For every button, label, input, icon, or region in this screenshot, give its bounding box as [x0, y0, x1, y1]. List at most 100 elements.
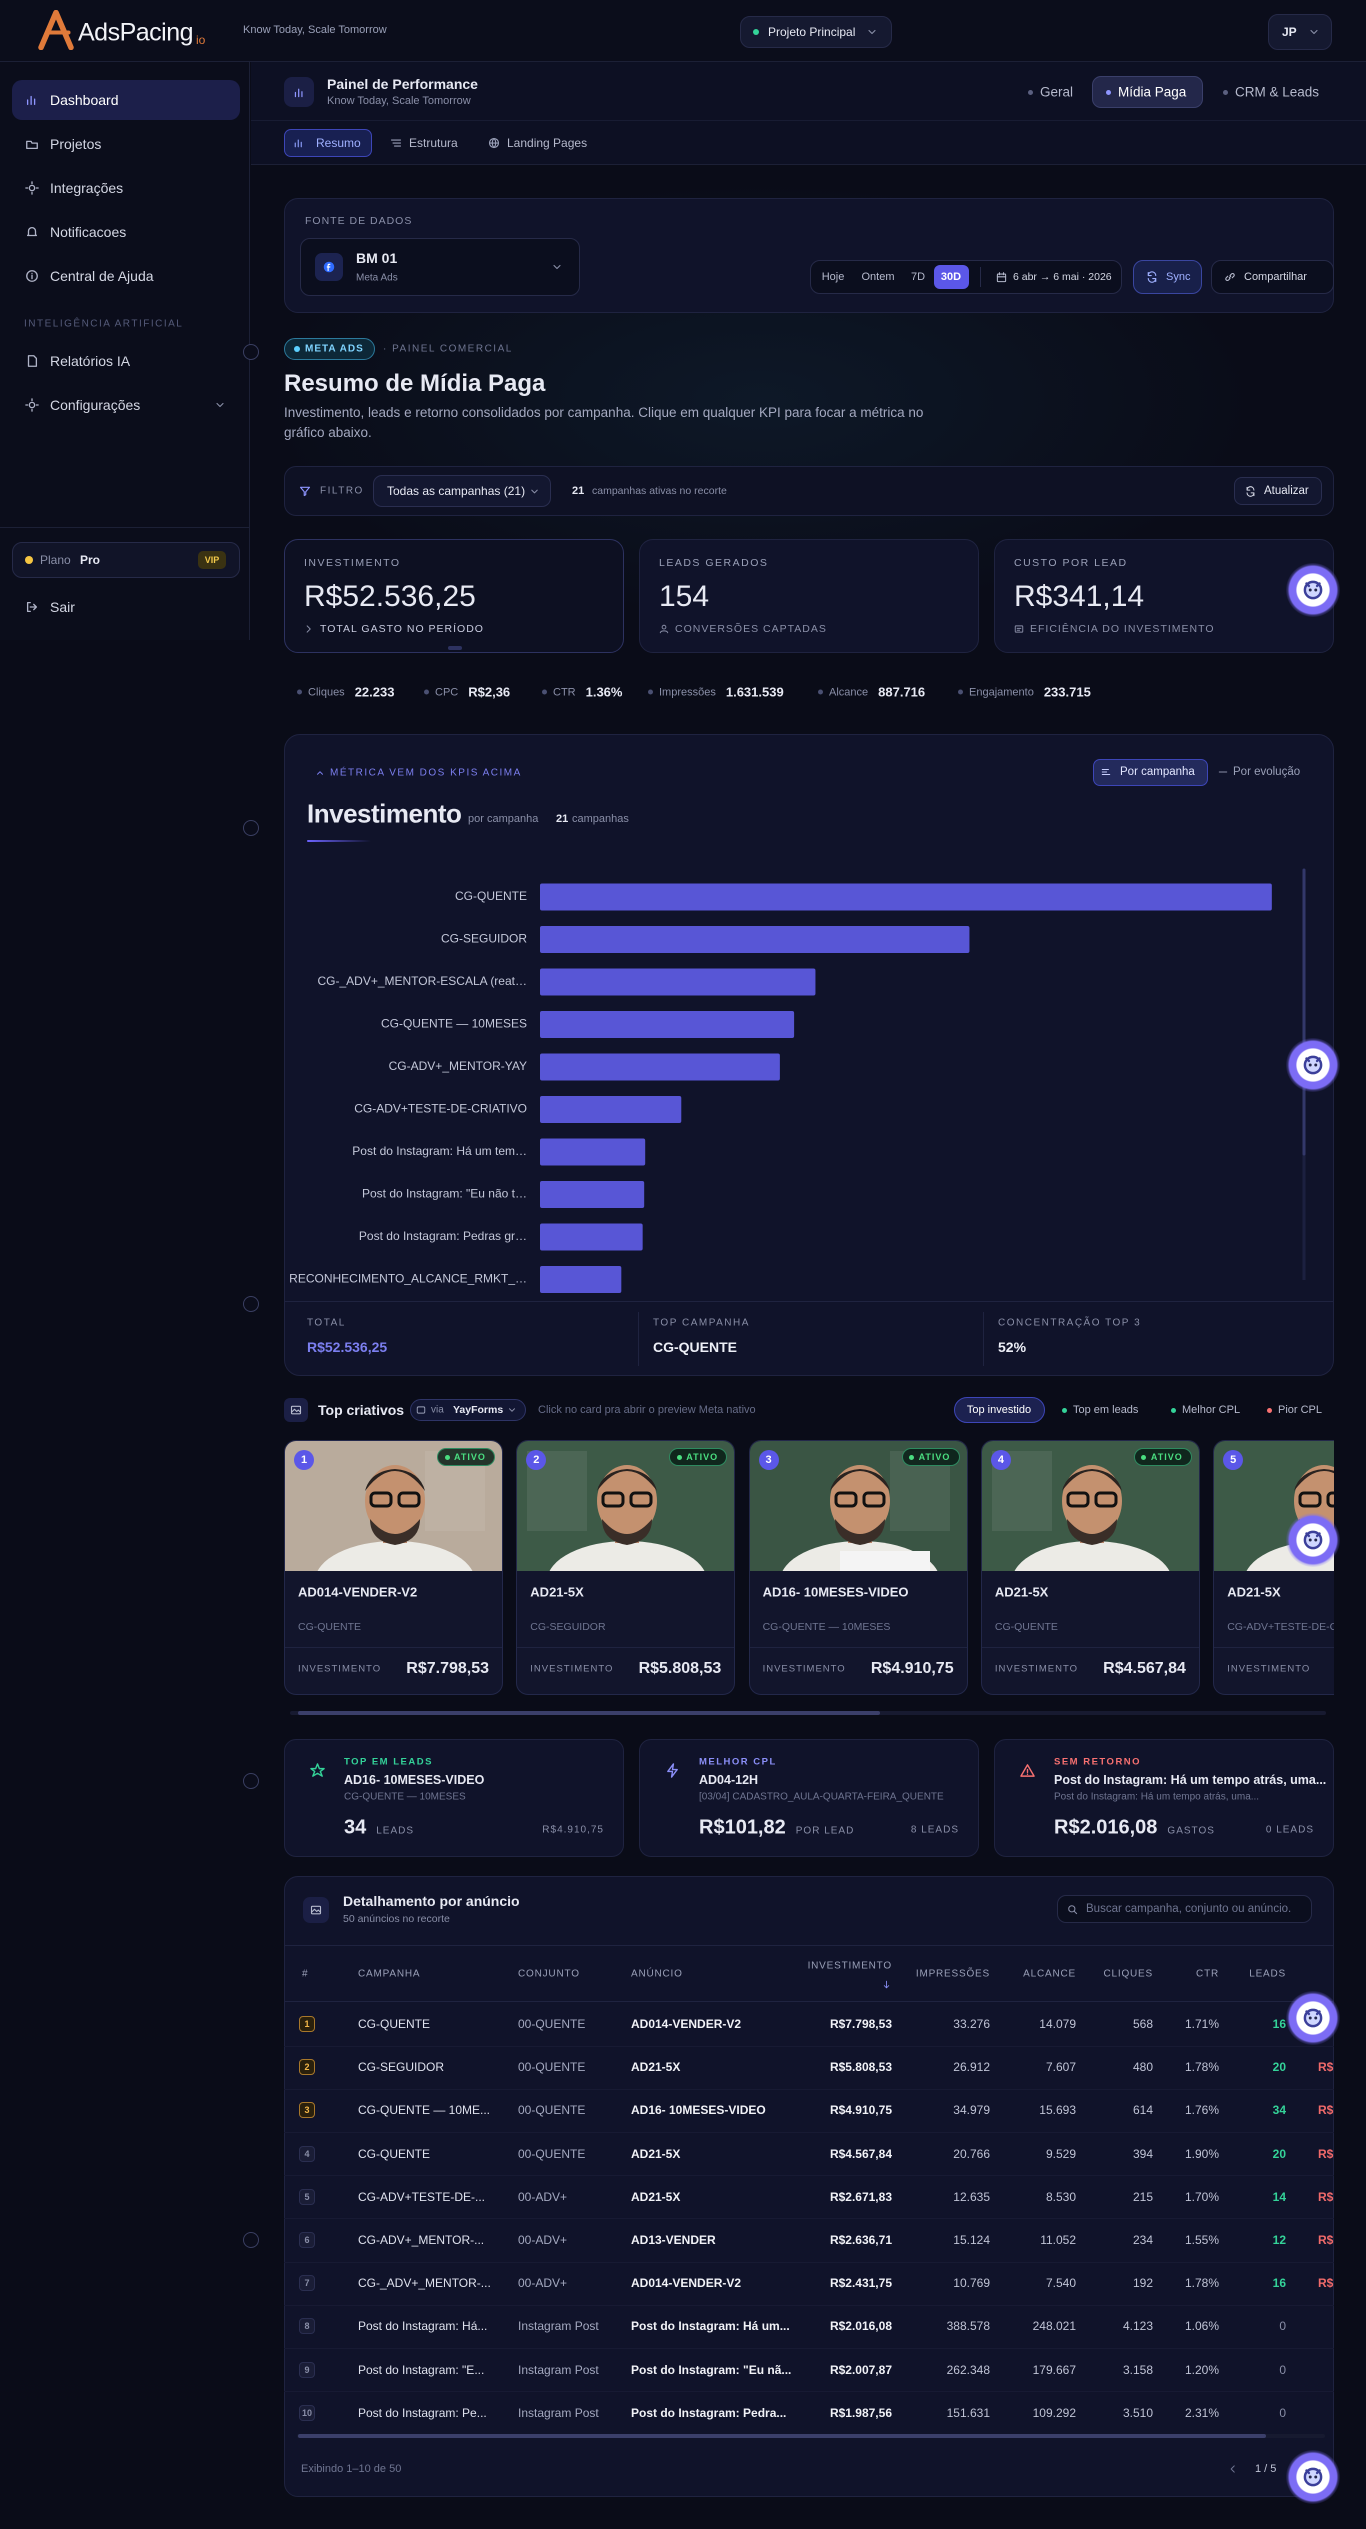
nav-item[interactable]: Integrações	[50, 180, 124, 196]
subtab[interactable]: Estrutura	[409, 136, 458, 150]
filter-label: FILTRO	[320, 485, 364, 497]
period-option[interactable]: 7D	[910, 271, 926, 283]
row-divider	[284, 2348, 1334, 2349]
table-cell: R$4.910,75	[829, 2103, 892, 2118]
creative-filter[interactable]: Top em leads	[1073, 1404, 1139, 1416]
icon	[553, 264, 561, 270]
source-via: via	[431, 1404, 444, 1416]
creative-status: ATIVO	[686, 1452, 719, 1462]
campaign-select[interactable]	[373, 475, 551, 507]
nav-item[interactable]: Projetos	[50, 136, 102, 152]
category-label: CG-SEGUIDOR	[441, 932, 527, 946]
tab[interactable]: Geral	[1040, 84, 1074, 100]
plan-badge-bg	[198, 551, 226, 569]
creative-filter[interactable]: Top investido	[966, 1404, 1032, 1416]
date-range[interactable]: 6 abr → 6 mai · 2026	[1013, 271, 1112, 283]
user-menu[interactable]	[1268, 14, 1332, 50]
creative-name: AD014-VENDER-V2	[298, 1584, 418, 1600]
metric-item: Alcance 887.716	[818, 685, 925, 700]
nav-item[interactable]: Relatórios IA	[50, 353, 131, 369]
metric-item: CTR 1.36%	[542, 685, 622, 700]
highlight-card[interactable]	[994, 1739, 1334, 1857]
toggle-active[interactable]	[1093, 759, 1208, 786]
chart-footer-label: TOP CAMPANHA	[653, 1317, 750, 1329]
icon	[416, 1406, 426, 1414]
chart-footer-divider	[285, 1301, 1333, 1302]
table-cell: Post do Instagram: "Eu nã...	[631, 2362, 792, 2377]
account-select[interactable]	[300, 238, 580, 296]
table-cell: AD21-5X	[631, 2146, 681, 2161]
period-option[interactable]: Ontem	[861, 271, 895, 283]
subtab[interactable]: Resumo	[316, 136, 361, 150]
table-cell: R$	[1318, 2233, 1334, 2247]
tab[interactable]: CRM & Leads	[1235, 84, 1320, 100]
column-header[interactable]: IMPRESSÕES	[915, 1968, 990, 1980]
creative-campaign: CG-QUENTE	[994, 1621, 1058, 1633]
metric-value: 887.716	[878, 684, 926, 700]
table-cell: 1.55%	[1184, 2233, 1219, 2247]
table-cell: Post do Instagram: "E...	[358, 2362, 485, 2377]
creative-filter[interactable]: Melhor CPL	[1182, 1404, 1241, 1416]
table-cell: 3.510	[1122, 2405, 1153, 2420]
highlight-card[interactable]	[284, 1739, 624, 1857]
metric-label: Cliques	[308, 686, 345, 698]
icon	[306, 625, 311, 633]
filter-active[interactable]	[954, 1397, 1045, 1423]
table-cell: 248.021	[1032, 2319, 1076, 2334]
status-dot	[1170, 1407, 1176, 1413]
rank-badge	[526, 1450, 547, 1470]
icon	[1310, 29, 1318, 35]
bar	[540, 1138, 646, 1166]
status-dot	[1061, 1407, 1067, 1413]
metric-label: Engajamento	[969, 686, 1034, 698]
table-cell: 0	[1279, 2405, 1286, 2420]
table-cell: 34	[1272, 2103, 1286, 2118]
header	[251, 62, 1366, 165]
highlight-card[interactable]	[639, 1739, 979, 1857]
column-header[interactable]: LEADS	[1249, 1968, 1286, 1980]
chart-toggle[interactable]: Por evolução	[1233, 766, 1301, 778]
column-header[interactable]: CONJUNTO	[518, 1968, 580, 1980]
nav-item[interactable]: Dashboard	[50, 92, 119, 108]
column-header[interactable]: ANÚNCIO	[631, 1968, 683, 1980]
share-button[interactable]	[1211, 260, 1334, 294]
nav-item[interactable]: Central de Ajuda	[50, 268, 154, 284]
logout[interactable]: Sair	[50, 599, 75, 615]
icon	[883, 1980, 889, 1988]
project-selector[interactable]	[740, 16, 892, 48]
table-cell: AD014-VENDER-V2	[631, 2276, 742, 2291]
period-option[interactable]: Hoje	[821, 271, 845, 283]
row-rank: 2	[304, 2062, 310, 2073]
row-divider	[284, 2261, 1334, 2263]
sync-button[interactable]	[1133, 260, 1202, 294]
collapse-handle	[243, 344, 259, 360]
tab[interactable]: Mídia Paga	[1118, 84, 1187, 100]
subtab[interactable]: Landing Pages	[507, 136, 588, 150]
column-header[interactable]: CLIQUES	[1103, 1968, 1153, 1980]
kpi-card[interactable]	[639, 539, 979, 653]
chart-toggle[interactable]: Por campanha	[1120, 766, 1195, 778]
metric-label: Alcance	[829, 686, 869, 698]
table-cell: 15.693	[1039, 2103, 1076, 2118]
column-header[interactable]: ALCANCE	[1023, 1968, 1076, 1980]
search-box[interactable]	[1057, 1895, 1312, 1923]
column-header[interactable]: #	[302, 1968, 309, 1980]
table-cell: 388.578	[946, 2319, 990, 2334]
rank-box	[299, 2016, 315, 2032]
rank-box	[299, 2318, 315, 2335]
card-divider	[517, 1647, 735, 1648]
column-header[interactable]: INVESTIMENTO	[807, 1960, 892, 1972]
nav-item[interactable]: Notificacoes	[50, 224, 127, 240]
kpi-card[interactable]	[284, 539, 624, 653]
rank-box	[299, 2102, 315, 2119]
column-header[interactable]: CTR	[1196, 1968, 1219, 1980]
creative-filter[interactable]: Pior CPL	[1278, 1404, 1323, 1416]
nav-item[interactable]: Configurações	[50, 397, 141, 413]
period-option[interactable]: 30D	[940, 271, 962, 283]
metric-item: CPC R$2,36	[424, 685, 510, 700]
column-header[interactable]: CAMPANHA	[358, 1968, 421, 1980]
refresh-button[interactable]	[1234, 477, 1322, 505]
source-pill[interactable]	[410, 1399, 526, 1421]
tab-active	[1092, 76, 1203, 108]
kpi-card[interactable]	[994, 539, 1334, 653]
